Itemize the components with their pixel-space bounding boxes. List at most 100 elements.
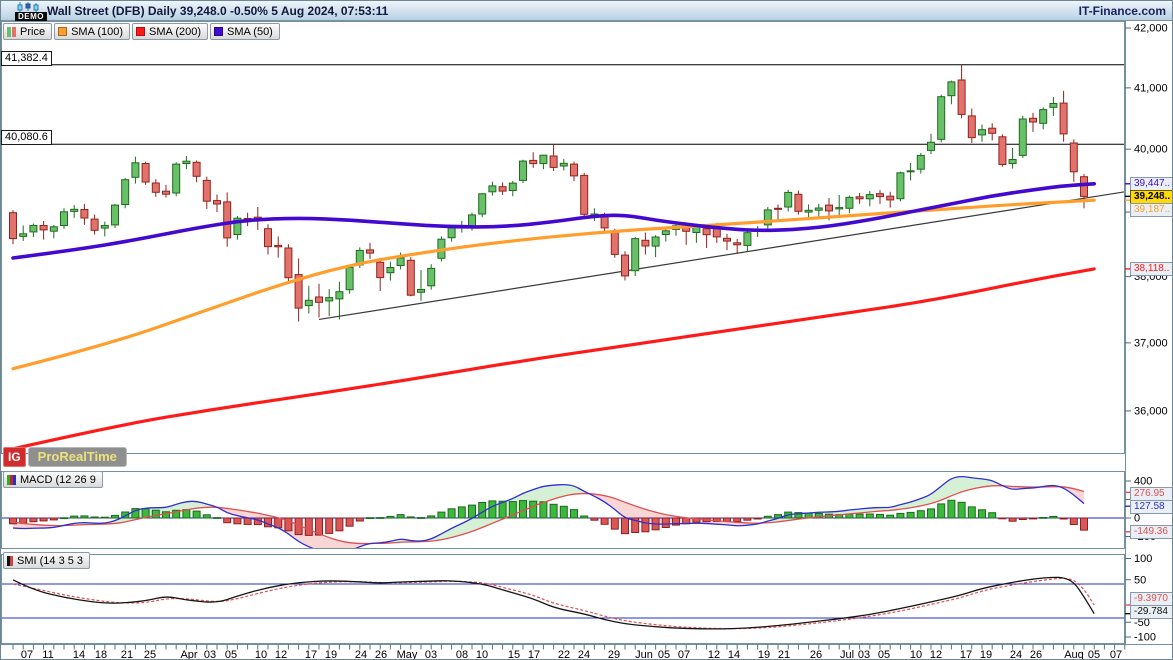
macd-histogram-bar [570,509,578,519]
macd-histogram-bar [151,509,160,519]
date-axis-label: 24 [1010,649,1022,660]
candle [162,190,170,195]
legend-chip-sma50[interactable]: SMA (50) [210,23,280,40]
macd-histogram-bar [192,510,201,519]
date-axis-label: 21 [121,649,133,660]
macd-histogram-bar [1018,517,1027,520]
legend-label: SMA (200) [149,25,201,38]
date-axis-label: 19 [980,649,992,660]
candle [886,195,895,201]
candle [478,193,487,215]
legend-chip-sma100[interactable]: SMA (100) [54,23,131,40]
macd-histogram-bar [49,517,58,521]
candle [927,141,935,151]
candle [804,209,813,213]
macd-histogram-bar [29,517,38,523]
candle [417,289,425,293]
macd-histogram-bar [366,517,374,520]
ig-logo: IG [3,447,26,467]
macd-icon [7,474,16,485]
candle [835,207,844,210]
smi-legend-chip[interactable]: SMI (14 3 5 3 [3,552,91,569]
candle [111,204,119,226]
macd-histogram-bar [539,501,548,519]
macd-histogram-bar [763,515,772,519]
macd-histogram-bar [794,512,803,519]
macd-signal-line [12,485,1085,545]
candle [896,172,905,200]
date-axis-label: 12 [275,649,287,660]
legend-label: SMA (50) [227,25,273,38]
macd-histogram-bar [855,513,864,519]
smi-axis-tick-label: 50 [1134,574,1146,586]
date-axis-label: 14 [728,649,740,660]
candle [539,154,548,165]
macd-histogram-bar [508,501,517,519]
macd-histogram-bar [335,517,344,532]
date-axis-label: 05 [225,649,237,660]
level-line-label[interactable]: 40,080.6 [1,130,52,145]
date-axis-label: 03 [204,649,216,660]
macd-histogram-bar [549,503,558,519]
smi-axis-tick-label: 100 [1134,553,1152,565]
sma100-swatch-icon [58,27,68,36]
macd-histogram-bar [131,508,140,519]
candle [29,224,38,233]
candle [723,237,731,242]
candle [661,230,670,236]
macd-histogram-bar [814,512,823,519]
macd-legend-chip[interactable]: MACD (12 26 9 [3,471,103,488]
smi-line [12,576,1095,630]
macd-line [12,475,1085,549]
macd-histogram-bar [406,516,415,519]
date-axis-label: 17 [528,649,540,660]
macd-histogram-bar [202,514,211,519]
date-axis-label: Apr [180,649,197,660]
price-axis-tick-label: 40,000 [1134,144,1168,156]
date-axis-label: May [397,649,418,660]
candle [498,186,507,192]
candle [549,155,558,168]
legend-chip-price[interactable]: Price [3,23,53,40]
macd-histogram-bar [39,517,48,522]
smi-icon [7,555,13,566]
prorealtime-wordmark: ProRealTime [27,447,127,467]
level-line-label[interactable]: 41,382.4 [1,51,52,66]
candle [763,209,772,226]
candle [906,170,915,173]
candle [100,225,109,229]
candle [386,267,395,274]
macd-histogram-bar [90,516,99,519]
title-bar: DEMO Wall Street (DFB) Daily 39,248.0 -0… [1,1,1172,21]
candle [570,163,578,177]
prorealtime-logo[interactable]: IG ProRealTime [3,447,127,467]
date-axis-label: 03 [425,649,437,660]
axis-badge-smi-signal: -9.3970 [1130,592,1172,606]
candle [141,163,150,183]
macd-histogram-bar [325,517,334,534]
macd-histogram-bar [621,517,629,535]
macd-histogram-bar [631,517,640,533]
axis-badge-last-price: 39,248.. [1130,190,1172,204]
macd-histogram-bar [998,517,1007,520]
date-axis-label: 10 [255,649,267,660]
candle [406,259,415,296]
macd-histogram-bar [529,500,538,519]
macd-histogram-bar [223,517,232,524]
axis-badge-macd-line: 127.58 [1130,500,1172,514]
brand-link[interactable]: IT-Finance.com [1078,4,1166,18]
legend-label: SMI (14 3 5 3 [17,554,84,567]
sma50-line [11,182,1096,260]
macd-histogram-bar [488,500,497,519]
macd-histogram-bar [957,501,966,519]
macd-histogram-bar [865,513,874,519]
macd-histogram-bar [9,517,17,525]
macd-histogram-bar [284,517,293,532]
macd-histogram-bar [386,515,395,519]
legend-chip-sma200[interactable]: SMA (200) [132,23,208,40]
date-axis-label: 05 [878,649,890,660]
price-panel [1,64,1125,451]
smi-axis-tick-label: -50 [1134,617,1150,629]
